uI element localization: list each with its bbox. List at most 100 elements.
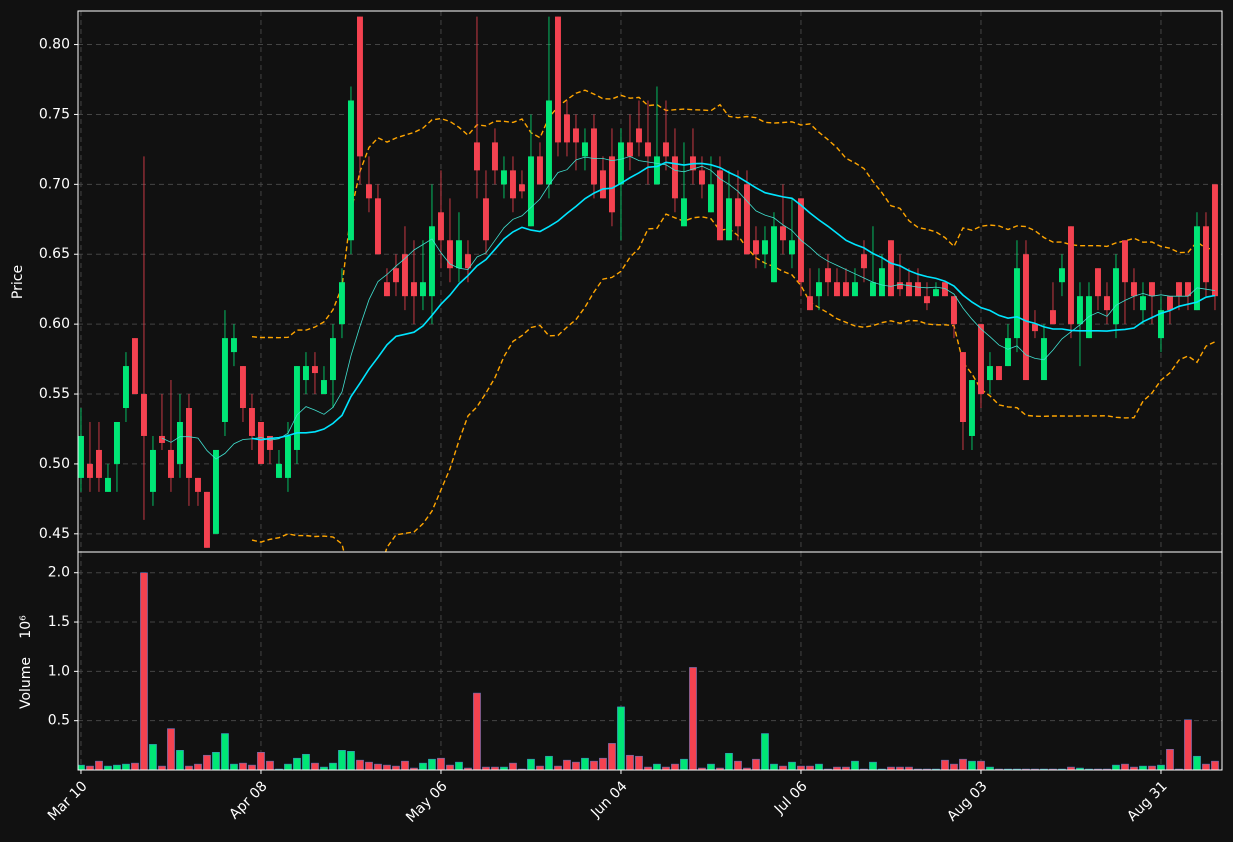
volume-bar [545,755,553,770]
candle-body [807,296,813,311]
candle-body [1104,296,1110,311]
candle-body [1194,226,1200,311]
candle-body [591,128,597,185]
volume-bar [1112,764,1120,770]
volume-bar [761,733,769,770]
candle-body [969,380,975,436]
candle-body [1014,268,1020,339]
candle-body [789,240,795,255]
volume-bar [1211,760,1219,770]
candle-body [915,282,921,297]
volume-bar [203,754,211,770]
candle-body [150,449,156,492]
volume-bar [536,765,544,770]
candle-body [267,435,273,450]
volume-bar [365,761,373,770]
candle-body [420,282,426,297]
candle-body [1149,282,1155,297]
volume-bar [788,761,796,770]
candle-body [537,156,543,185]
candle-body [1095,268,1101,297]
volume-bar [176,750,184,770]
candle-body [114,421,120,464]
candle-body [1167,296,1173,311]
volume-bar [509,762,517,770]
volume-bar [293,757,301,770]
candle-body [726,198,732,241]
candle-body [663,142,669,157]
candle-body [816,282,822,297]
candle-body [546,100,552,185]
volume-bar [455,761,463,770]
volume-bar [239,762,247,770]
candle-body [933,289,939,297]
candle-body [393,268,399,283]
candle-body [1203,226,1209,283]
volume-bar [797,765,805,770]
volume-bar [959,758,967,770]
candle-body [402,254,408,297]
candle-body [1086,296,1092,339]
candle-body [843,282,849,297]
volume-bar [950,763,958,770]
candle-body [501,170,507,185]
volume-bar [158,765,166,770]
volume-bar [338,750,346,770]
candle-body [195,477,201,492]
candle-body [987,366,993,381]
candle-body [132,338,138,395]
volume-bar [131,762,139,770]
volume-bar [257,751,265,770]
volume-bar [752,758,760,770]
candle-body [276,463,282,478]
candle-body [1131,282,1137,297]
volume-bar [185,765,193,770]
volume-bar [401,760,409,770]
volume-bar [698,767,706,770]
volume-bar [707,763,715,770]
candle-body [942,282,948,297]
candle-body [762,240,768,255]
volume-bar [212,751,220,770]
volume-bar [374,763,382,770]
volume-bar [266,760,274,770]
candle-body [1212,184,1218,297]
candle-body [204,491,210,548]
candle-body [438,212,444,241]
moving-average [251,161,1216,441]
volume-bar [356,759,364,770]
volume-bar [1121,763,1129,770]
candle-body [888,240,894,297]
candle-body [645,142,651,157]
candle-body [519,184,525,192]
volume-bar [617,706,625,770]
candle-body [600,170,606,199]
y-tick-label: 0.45 [39,526,70,542]
candle-body [906,282,912,297]
volume-frame [77,551,1223,771]
candle-body [78,435,84,478]
candle-body [177,421,183,464]
candle-body [654,156,660,185]
candle-body [618,142,624,185]
volume-bar [1157,764,1165,770]
candle-body [474,142,480,171]
volume-bar [581,757,589,770]
candle-body [573,128,579,143]
volume-bar [590,760,598,770]
candle-body [951,296,957,325]
candle-body [1140,296,1146,311]
volume-bar [446,764,454,770]
y-tick-label: 0.80 [39,37,70,53]
volume-bar [1193,755,1201,770]
candle-body [825,268,831,283]
y-tick-label: 2.0 [48,565,70,581]
candle-body [879,268,885,297]
volume-bar [941,759,949,770]
volume-bar [653,763,661,770]
candle-body [186,408,192,478]
candle-body [1122,240,1128,283]
volume-offset-label: 10⁶ [18,615,34,639]
volume-bar [977,760,985,770]
volume-bar [869,761,877,770]
